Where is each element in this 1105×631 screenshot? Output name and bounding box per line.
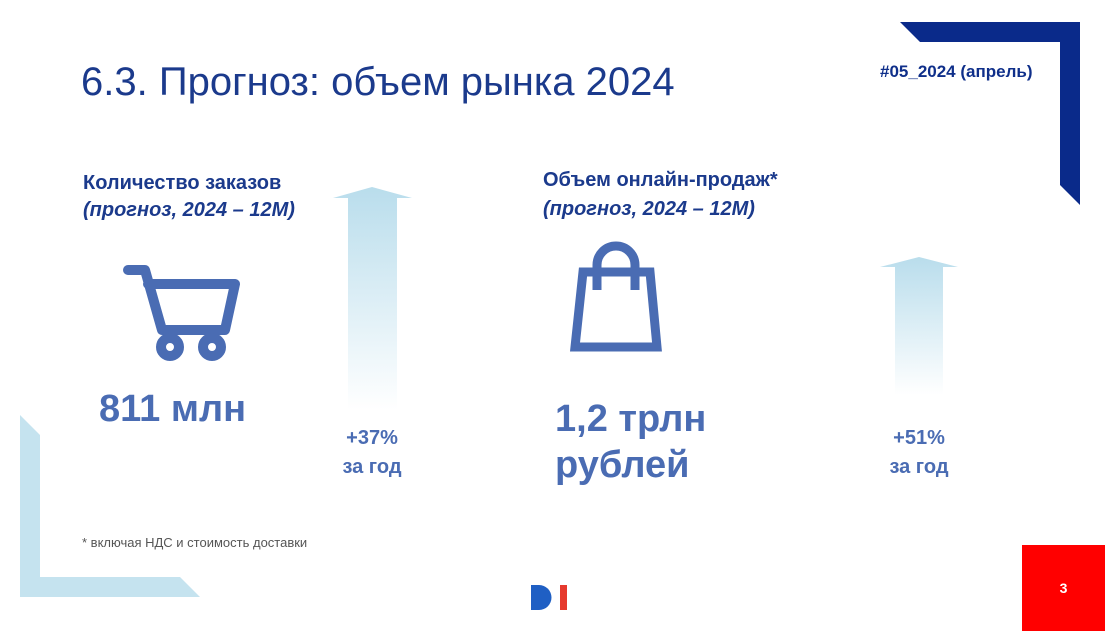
- growth: +37%: [346, 427, 398, 449]
- arrow-up: [880, 257, 958, 395]
- bag-icon: [569, 241, 662, 352]
- growth-period: за год: [889, 456, 949, 478]
- value: рублей: [555, 444, 690, 486]
- footnote: * включая НДС и стоимость доставки: [82, 535, 308, 550]
- subheading: (прогноз, 2024 – 12М): [543, 198, 755, 220]
- value: 811 млн: [99, 388, 247, 430]
- value: 1,2 трлн: [555, 398, 707, 440]
- arrow-up: [333, 187, 412, 410]
- logo: [560, 585, 567, 610]
- cart-icon: [123, 265, 240, 361]
- subheading: (прогноз, 2024 – 12М): [83, 199, 295, 221]
- growth-period: за год: [342, 456, 402, 478]
- logo: [531, 585, 552, 610]
- title: 6.3. Прогноз: объем рынка 2024: [81, 60, 675, 104]
- corner-bottom: [20, 415, 200, 597]
- corner-top: [900, 22, 1080, 205]
- growth: +51%: [893, 427, 945, 449]
- tag: #05_2024 (апрель): [880, 62, 1033, 81]
- heading: Объем онлайн-продаж*: [543, 169, 778, 191]
- heading: Количество заказов: [83, 172, 282, 194]
- page-number: 3: [1022, 545, 1105, 631]
